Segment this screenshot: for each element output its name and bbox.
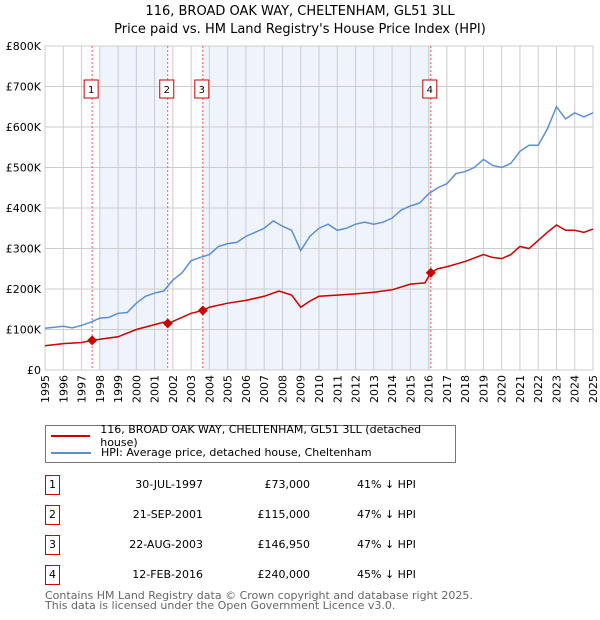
footer-line1: Contains HM Land Registry data © Crown c… [45, 589, 473, 602]
y-tick-label: £700K [6, 81, 42, 94]
x-tick-label: 2015 [404, 375, 417, 403]
sale-label-box [159, 79, 175, 99]
y-tick-label: £0 [27, 364, 41, 377]
sale-point [425, 267, 436, 278]
x-tick-label: 2012 [350, 375, 363, 403]
legend-swatch-blue [51, 451, 91, 454]
x-tick-label: 2018 [459, 375, 472, 403]
y-tick-label: £100K [6, 324, 42, 337]
sale-number: 2 [45, 505, 60, 525]
x-tick-label: 2023 [550, 375, 563, 403]
x-tick-label: 2000 [130, 375, 143, 403]
x-tick-label: 2008 [276, 375, 289, 403]
sale-label: 2 [164, 85, 170, 96]
x-tick-label: 1999 [112, 375, 125, 403]
footer-line2: This data is licensed under the Open Gov… [45, 599, 396, 612]
sale-date: 30-JUL-1997 [135, 478, 203, 491]
sale-number: 3 [45, 535, 60, 555]
x-tick-label: 2005 [222, 375, 235, 403]
sale-date: 12-FEB-2016 [132, 568, 203, 581]
x-tick-label: 2013 [368, 375, 381, 403]
sale-row: 3 22-AUG-2003 £146,950 47% ↓ HPI [45, 535, 465, 555]
x-tick-label: 2010 [313, 375, 326, 403]
legend: 116, BROAD OAK WAY, CHELTENHAM, GL51 3LL… [45, 423, 456, 463]
x-tick-label: 2011 [331, 375, 344, 403]
sale-price: £115,000 [257, 508, 311, 521]
sale-date: 22-AUG-2003 [129, 538, 203, 551]
sale-row: 4 12-FEB-2016 £240,000 45% ↓ HPI [45, 565, 465, 585]
x-tick-label: 2016 [423, 375, 436, 403]
x-tick-label: 2001 [149, 375, 162, 403]
x-tick-label: 2021 [514, 375, 527, 403]
sale-price: £146,950 [257, 538, 311, 551]
y-tick-label: £300K [6, 243, 42, 256]
plot-area: 1995 1996 1997 1998 1999 2000 2001 2002 2003 2004… [6, 40, 600, 403]
sale-date: 21-SEP-2001 [132, 508, 203, 521]
legend-label: 116, BROAD OAK WAY, CHELTENHAM, GL51 3LL… [100, 422, 422, 449]
x-tick-label: 2007 [258, 375, 271, 403]
x-tick-label: 2003 [185, 375, 198, 403]
legend-item-hpi: HPI: Average price, detached house, Chel… [46, 444, 372, 461]
x-tick-label: 1997 [76, 375, 89, 403]
sale-point [162, 318, 173, 329]
legend-swatch-red [51, 434, 91, 437]
hpi-line [44, 105, 594, 330]
x-tick-label: 1995 [39, 375, 52, 403]
legend-label: HPI: Average price, detached house, Chel… [101, 446, 372, 459]
y-tick-label: £600K [6, 121, 42, 134]
sale-label-box [194, 79, 210, 99]
legend-item-property: 116, BROAD OAK WAY, CHELTENHAM, GL51 3LL… [46, 423, 455, 449]
y-tick-label: £500K [6, 162, 42, 175]
sale-point [87, 335, 98, 346]
x-tick-label: 1998 [94, 375, 107, 403]
x-tick-label: 1996 [57, 375, 70, 403]
x-tick-label: 2004 [203, 375, 216, 403]
x-tick-label: 2022 [532, 375, 545, 403]
sale-hpi-diff: 47% ↓ HPI [357, 538, 416, 551]
sale-hpi-diff: 47% ↓ HPI [357, 508, 416, 521]
sale-row: 2 21-SEP-2001 £115,000 47% ↓ HPI [45, 505, 465, 525]
sale-price: £73,000 [264, 478, 311, 491]
sale-label-box [83, 79, 99, 99]
x-tick-label: 2024 [569, 375, 582, 403]
property-price-line [44, 224, 594, 347]
x-tick-label: 2002 [167, 375, 180, 403]
sale-number: 4 [45, 565, 60, 585]
x-tick-label: 2006 [240, 375, 253, 403]
sale-label: 4 [427, 85, 433, 96]
sale-hpi-diff: 41% ↓ HPI [357, 478, 416, 491]
x-tick-label: 2025 [587, 375, 600, 403]
x-tick-label: 2019 [477, 375, 490, 403]
sale-label: 1 [88, 85, 94, 96]
sale-point [197, 305, 208, 316]
sale-number: 1 [45, 475, 60, 495]
x-tick-label: 2009 [295, 375, 308, 403]
y-tick-label: £200K [6, 283, 42, 296]
y-tick-label: £800K [6, 40, 42, 53]
x-tick-label: 2017 [441, 375, 454, 403]
y-tick-label: £400K [6, 202, 42, 215]
plot-border [44, 45, 594, 371]
sale-row: 1 30-JUL-1997 £73,000 41% ↓ HPI [45, 475, 465, 495]
x-tick-label: 2014 [386, 375, 399, 403]
sale-hpi-diff: 45% ↓ HPI [357, 568, 416, 581]
chart-subtitle: Price paid vs. HM Land Registry's House … [114, 22, 486, 37]
sale-label: 3 [199, 85, 205, 96]
sale-price: £240,000 [257, 568, 311, 581]
chart-title: 116, BROAD OAK WAY, CHELTENHAM, GL51 3LL [145, 4, 455, 19]
x-tick-label: 2020 [496, 375, 509, 403]
sale-label-box [422, 79, 438, 99]
